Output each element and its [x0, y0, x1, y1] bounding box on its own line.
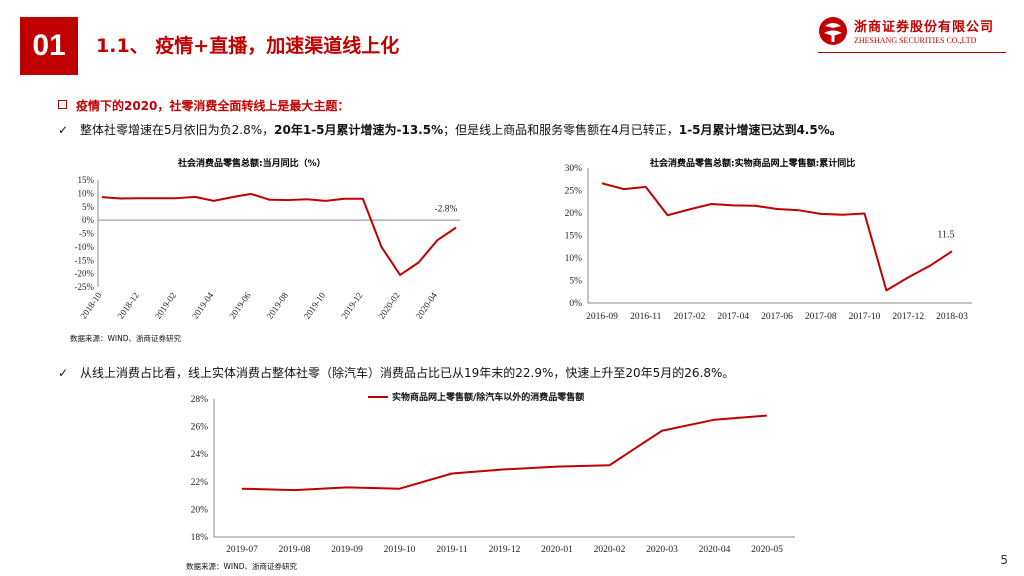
chart3-series-line	[241, 414, 768, 492]
chart3-y-tick-label: 26%	[191, 423, 209, 433]
chart1-y-tick-label: 15%	[78, 175, 95, 185]
logo-en-text: ZHESHANG SECURITIES CO.,LTD	[854, 36, 977, 45]
chart3-y-tick-label: 24%	[191, 450, 209, 460]
chart2-y-tick-label: 0%	[569, 299, 582, 309]
chart1-x-tick-label: 2020-02	[376, 290, 401, 320]
chart3-online-share: 28% 26% 24% 22% 20% 18% 2019-07 2019-08 2019-09 2…	[191, 391, 795, 555]
chart2-x-tick-label: 2016-11	[630, 312, 662, 322]
chart2-y-tick-label: 25%	[565, 187, 583, 197]
bullet-retail-growth: ✓ 整体社零增速在5月依旧为负2.8%，20年1-5月累计增速为-13.5%；但是…	[58, 121, 842, 138]
chart2-y-tick-label: 5%	[569, 277, 582, 287]
chart3-x-tick-label: 2020-03	[646, 545, 678, 555]
chart1-x-tick-label: 2019-08	[265, 290, 291, 321]
chart1-data-label: -2.8%	[435, 205, 458, 215]
chart3-x-tick-label: 2020-04	[699, 545, 731, 555]
section-number-badge: 01	[20, 17, 78, 75]
chart3-x-tick-label: 2019-10	[384, 545, 416, 555]
chart1-y-tick-label: -25%	[75, 282, 95, 292]
chart2-x-tick-label: 2017-04	[717, 312, 749, 322]
header-divider	[818, 52, 1006, 53]
chart3-x-tick-label: 2020-02	[594, 545, 626, 555]
bullet1-part2: 20年1-5月累计增速为-13.5%	[274, 123, 444, 137]
chart3-y-tick-label: 28%	[191, 395, 209, 405]
chart2-y-tick-label: 10%	[565, 254, 583, 264]
company-logo: 浙商证券股份有限公司 ZHESHANG SECURITIES CO.,LTD	[818, 15, 1003, 49]
chart1-x-tick-label: 2019-12	[339, 290, 364, 320]
chart1-retail-monthly-yoy: 15% 10% 5% 0% -5% -10% -15% -20% -25%2018-10 2018…	[75, 175, 460, 321]
chart1-y-tick-label: -20%	[75, 269, 95, 279]
section-heading-text: 疫情下的2020，社零消费全面转线上是最大主题：	[76, 99, 350, 113]
chart3-x-tick-label: 2019-09	[331, 545, 363, 555]
chart1-y-tick-label: 5%	[82, 202, 95, 212]
chart1-y-tick-label: 10%	[78, 188, 95, 198]
chart1-x-tick-label: 2019-06	[227, 290, 253, 321]
bullet1-part3: ；但是线上商品和服务零售额在4月已转正，	[443, 123, 679, 137]
chart1-y-tick-label: -5%	[79, 229, 94, 239]
square-bullet-icon	[58, 100, 67, 109]
logo-mark-icon	[819, 17, 847, 45]
bullet2-text: 从线上消费占比看，线上实体消费占整体社零（除汽车）消费品占比已从19年末的22.…	[80, 366, 735, 380]
chart3-x-tick-label: 2019-11	[436, 545, 468, 555]
page-number: 5	[1000, 553, 1008, 567]
chart1-x-tick-label: 2019-04	[190, 290, 216, 321]
bullet1-part1: 整体社零增速在5月依旧为负2.8%，	[80, 123, 275, 137]
chart3-x-tick-label: 2020-01	[541, 545, 573, 555]
chart3-y-tick-label: 18%	[191, 533, 209, 543]
bullet-online-share: ✓ 从线上消费占比看，线上实体消费占整体社零（除汽车）消费品占比已从19年末的22…	[58, 364, 734, 381]
chart2-title: 社会消费品零售总额:实物商品网上零售额:累计同比	[650, 159, 856, 169]
checkmark-icon: ✓	[58, 123, 69, 137]
chart2-x-tick-label: 2017-08	[805, 312, 837, 322]
chart1-series-line	[101, 192, 457, 276]
chart1-y-tick-label: -10%	[75, 242, 95, 252]
chart2-y-tick-label: 20%	[565, 209, 583, 219]
chart2-y-tick-label: 15%	[565, 232, 583, 242]
chart3-legend-label: 实物商品网上零售额/除汽车以外的消费品零售额	[392, 391, 584, 403]
chart1-x-tick-label: 2020-04	[414, 290, 440, 321]
chart2-x-tick-label: 2017-10	[849, 312, 881, 322]
chart1-x-tick-label: 2018-10	[78, 290, 104, 321]
chart2-x-tick-label: 2017-02	[674, 312, 706, 322]
bullet1-part4: 1-5月累计增速已达到4.5%。	[678, 123, 842, 137]
chart2-online-retail-cumulative: 30% 25% 20% 15% 10% 5% 0% 2016-09 2016-11 2017-02…	[565, 164, 972, 322]
chart2-y-tick-label: 30%	[565, 164, 583, 174]
chart1-title: 社会消费品零售总额:当月同比（%）	[178, 159, 326, 169]
chart1-x-tick-label: 2019-10	[302, 290, 328, 321]
chart1-x-tick-label: 2019-02	[153, 290, 178, 320]
chart1-y-tick-label: 0%	[82, 215, 95, 225]
chart2-x-tick-label: 2017-06	[761, 312, 793, 322]
chart3-x-tick-label: 2020-05	[751, 545, 783, 555]
chart1-x-tick-label: 2018-12	[116, 290, 141, 320]
chart3-y-tick-label: 22%	[191, 478, 209, 488]
chart2-series-line	[601, 182, 953, 292]
chart3-x-tick-label: 2019-08	[279, 545, 311, 555]
logo-cn-text: 浙商证券股份有限公司	[854, 20, 995, 35]
chart3-source: 数据来源：WIND、浙商证券研究	[186, 562, 298, 571]
chart2-x-tick-label: 2017-12	[892, 312, 924, 322]
section-heading: 疫情下的2020，社零消费全面转线上是最大主题：	[58, 97, 349, 114]
chart1-y-tick-label: -15%	[75, 255, 95, 265]
chart3-x-tick-label: 2019-12	[489, 545, 521, 555]
chart2-data-label: 11.5	[937, 229, 954, 240]
chart3-y-tick-label: 20%	[191, 505, 209, 515]
chart2-x-tick-label: 2018-03	[936, 312, 968, 322]
chart3-x-tick-label: 2019-07	[226, 545, 258, 555]
chart1-source: 数据来源：WIND、浙商证券研究	[70, 334, 182, 343]
chart2-x-tick-label: 2016-09	[586, 312, 618, 322]
checkmark-icon: ✓	[58, 366, 69, 380]
page-title: 1.1、 疫情+直播，加速渠道线上化	[96, 35, 400, 57]
